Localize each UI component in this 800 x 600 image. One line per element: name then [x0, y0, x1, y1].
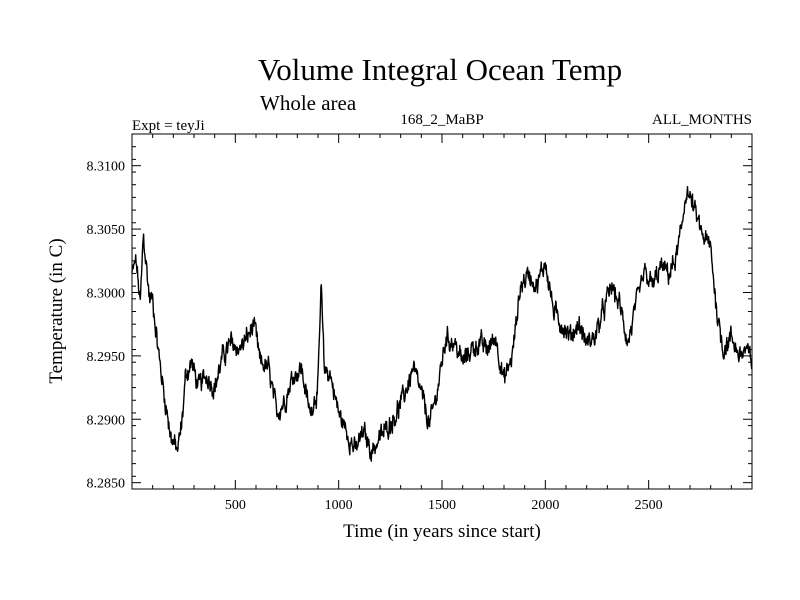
x-tick-label: 1000 — [325, 498, 353, 513]
y-tick-label: 8.3100 — [87, 160, 126, 175]
chart-subtitle: Whole area — [260, 91, 357, 115]
x-tick-label: 2500 — [635, 498, 663, 513]
x-tick-label: 500 — [225, 498, 246, 513]
months-label: ALL_MONTHS — [652, 112, 752, 128]
y-tick-label: 8.3000 — [87, 286, 126, 301]
y-axis-label: Temperature (in C) — [46, 238, 67, 383]
y-tick-label: 8.2900 — [87, 413, 126, 428]
x-tick-label: 1500 — [428, 498, 456, 513]
chart-title: Volume Integral Ocean Temp — [258, 52, 622, 87]
period-label: 168_2_MaBP — [400, 112, 483, 128]
experiment-label: Expt = teyJi — [132, 118, 205, 134]
y-tick-label: 8.3050 — [87, 223, 126, 238]
y-tick-label: 8.2850 — [87, 477, 126, 492]
y-tick-label: 8.2950 — [87, 350, 126, 365]
x-axis-label: Time (in years since start) — [343, 521, 541, 542]
plot-frame — [131, 133, 753, 490]
series-line — [131, 186, 753, 462]
x-tick-label: 2000 — [531, 498, 559, 513]
